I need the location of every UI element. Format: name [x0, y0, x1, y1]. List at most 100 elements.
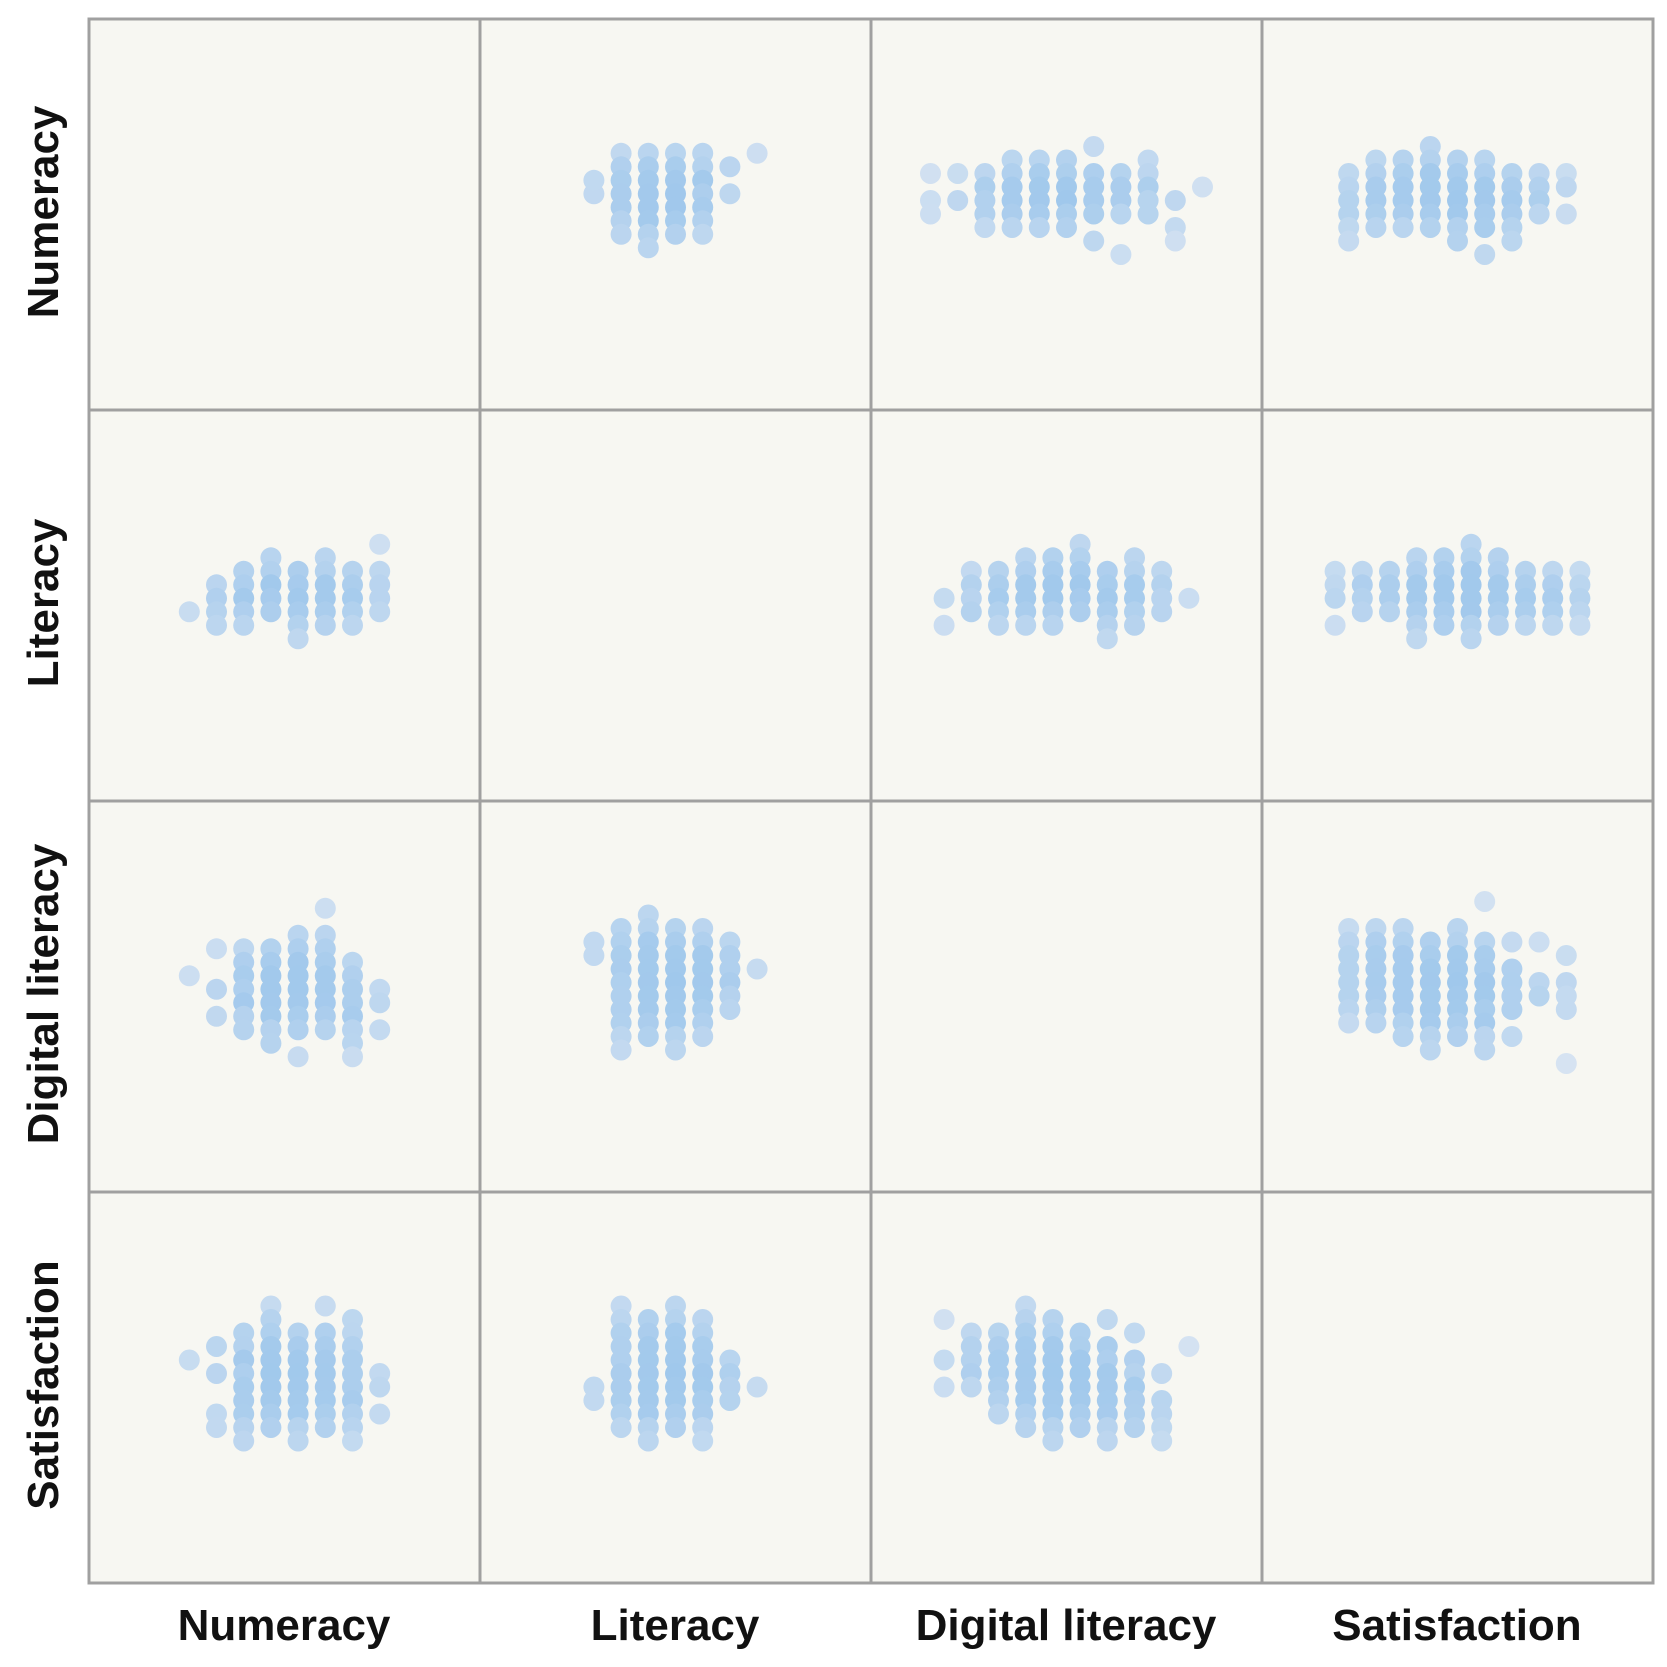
data-point [1069, 1417, 1091, 1438]
data-point [637, 1430, 659, 1452]
data-point [1542, 614, 1564, 636]
panel-digital-literacy-vs-numeracy [178, 897, 391, 1068]
panel-digital-literacy-vs-literacy [583, 904, 768, 1061]
data-point [206, 938, 227, 960]
data-point [1501, 1026, 1523, 1047]
data-point [665, 1417, 686, 1438]
data-point [287, 1046, 309, 1068]
data-point [1528, 985, 1550, 1007]
data-point [342, 1046, 363, 1068]
cell-satisfaction-vs-digital-literacy [869, 1190, 1264, 1585]
data-point [933, 1376, 955, 1398]
data-point [1528, 931, 1550, 953]
data-point [206, 1417, 227, 1438]
data-point [369, 601, 391, 623]
data-point [1164, 230, 1186, 252]
data-point [1083, 230, 1105, 252]
data-point [1110, 244, 1132, 265]
data-point [1419, 1039, 1441, 1061]
data-point [1365, 1012, 1387, 1034]
panel-numeracy-vs-literacy [583, 142, 768, 259]
data-point [920, 203, 941, 225]
data-point [206, 614, 227, 636]
data-point [1151, 1363, 1173, 1384]
data-point [233, 1019, 255, 1041]
data-point [719, 1390, 741, 1411]
cell-numeracy-vs-numeracy [87, 17, 482, 412]
data-point [342, 614, 363, 636]
data-point [933, 587, 955, 609]
data-point [287, 1430, 309, 1452]
data-point [637, 1026, 659, 1047]
data-point [1474, 1039, 1496, 1061]
row-label-numeracy: Numeracy [19, 105, 68, 318]
data-point [960, 1376, 982, 1398]
data-point [583, 1390, 605, 1411]
panel-satisfaction-vs-literacy [583, 1295, 768, 1452]
data-point [287, 1019, 309, 1041]
data-point [314, 614, 336, 636]
data-point [947, 190, 969, 211]
data-point [1433, 614, 1455, 636]
data-point [342, 1430, 363, 1452]
data-point [1110, 203, 1132, 225]
data-point [369, 1376, 391, 1398]
data-point [1351, 601, 1373, 623]
data-point [1124, 1322, 1145, 1344]
data-point [369, 1403, 391, 1425]
data-point [1028, 217, 1050, 238]
cell-literacy-vs-digital-literacy [869, 408, 1264, 803]
data-point [988, 1403, 1009, 1425]
column-labels: Numeracy Literacy Digital literacy Satis… [178, 1601, 1582, 1650]
data-point [1192, 176, 1213, 198]
col-label-literacy: Literacy [591, 1601, 760, 1650]
col-label-numeracy: Numeracy [178, 1601, 391, 1650]
data-point [583, 169, 605, 191]
data-point [1124, 614, 1145, 636]
data-point [1124, 1417, 1145, 1438]
row-labels: Numeracy Literacy Digital literacy Satis… [19, 105, 68, 1510]
data-point [665, 223, 686, 245]
data-point [1324, 614, 1346, 636]
data-point [1164, 190, 1186, 211]
data-point [206, 1336, 227, 1357]
data-point [1178, 587, 1200, 609]
data-point [1338, 1012, 1360, 1034]
data-point [1096, 1430, 1118, 1452]
row-label-literacy: Literacy [19, 518, 68, 687]
data-point [1338, 230, 1360, 252]
row-label-satisfaction: Satisfaction [19, 1260, 68, 1509]
data-point [1137, 203, 1159, 225]
row-label-digital-literacy: Digital literacy [19, 843, 68, 1144]
data-point [1515, 614, 1536, 636]
data-point [988, 614, 1009, 636]
cell-satisfaction-vs-literacy [478, 1190, 873, 1585]
data-point [746, 142, 768, 164]
data-point [1501, 931, 1523, 953]
data-point [1056, 217, 1077, 238]
data-point [933, 1309, 955, 1330]
panel-digital-literacy-vs-satisfaction [1338, 891, 1577, 1074]
data-point [1487, 614, 1509, 636]
data-point [1474, 891, 1496, 912]
data-point [1083, 203, 1105, 225]
panel-numeracy-vs-satisfaction [1338, 136, 1577, 265]
data-point [719, 156, 741, 178]
data-point [178, 965, 200, 987]
data-point [920, 163, 941, 184]
data-point [933, 614, 955, 636]
data-point [974, 217, 996, 238]
cell-satisfaction-vs-satisfaction [1260, 1190, 1655, 1585]
cell-literacy-vs-literacy [478, 408, 873, 803]
cell-digital-literacy-vs-digital-literacy [869, 799, 1264, 1194]
data-point [1083, 136, 1105, 157]
data-point [719, 999, 741, 1020]
cell-literacy-vs-numeracy [87, 408, 482, 803]
data-point [1392, 217, 1414, 238]
panel-literacy-vs-digital-literacy [933, 533, 1200, 650]
data-point [692, 1026, 714, 1047]
data-point [260, 1032, 282, 1054]
data-point [637, 237, 659, 259]
data-point [1447, 1026, 1468, 1047]
